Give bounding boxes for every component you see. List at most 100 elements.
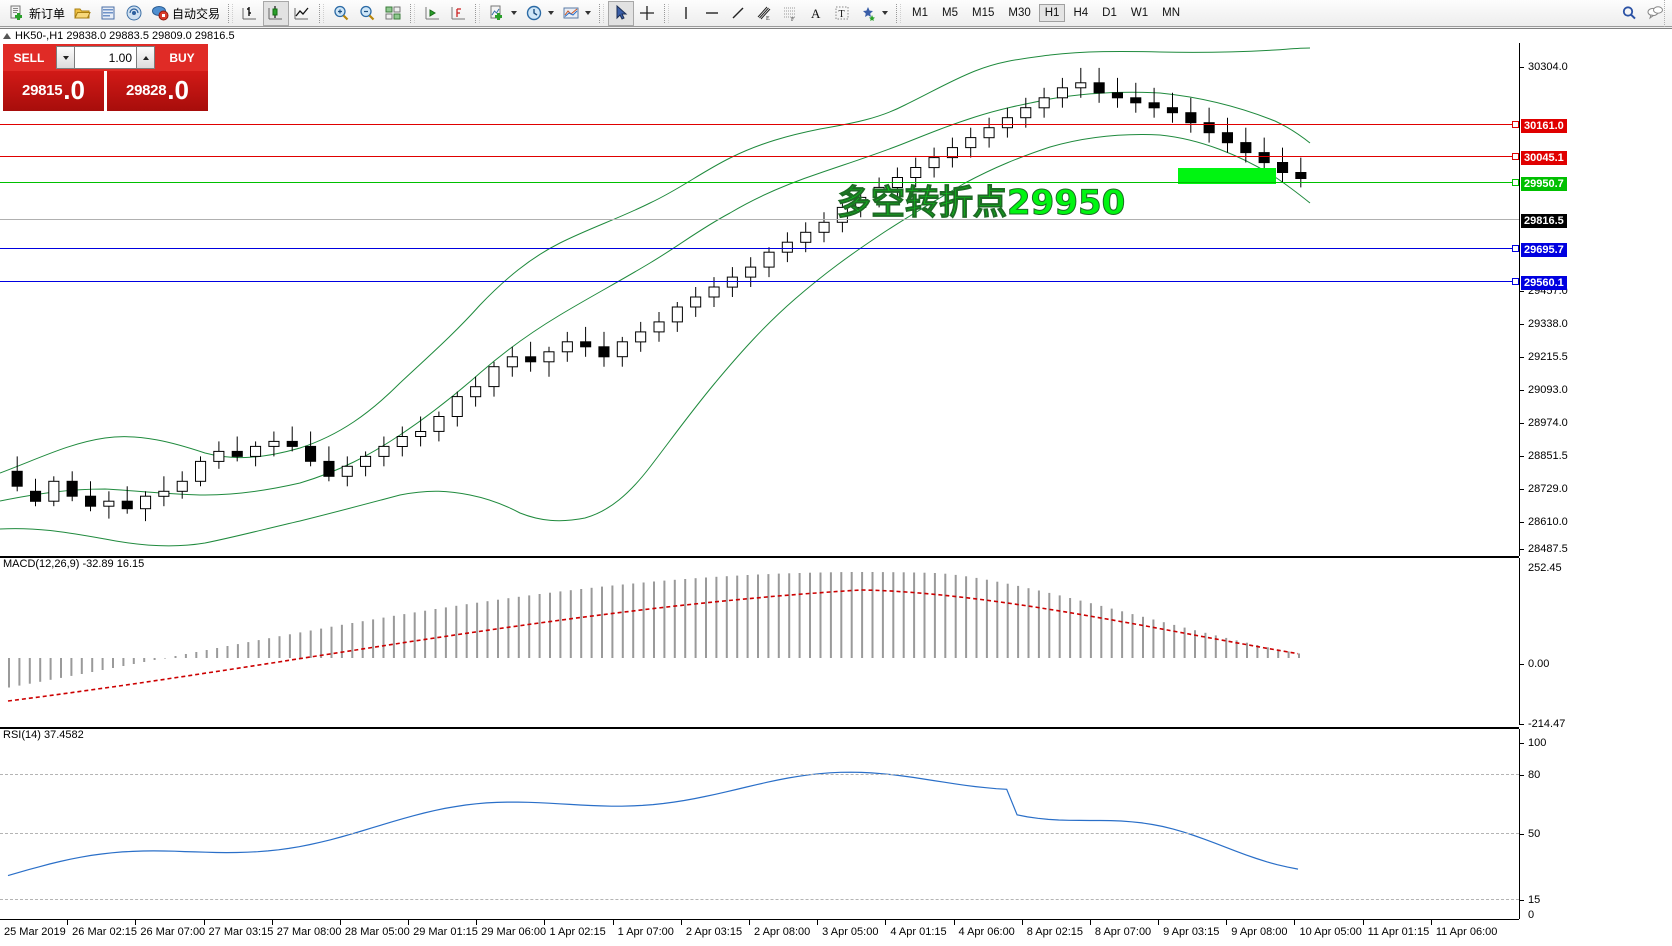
price-label-30161[interactable]: 30161.0 [1521, 119, 1567, 133]
highlight-rectangle[interactable] [1178, 168, 1276, 184]
level-line-29695[interactable] [0, 248, 1519, 249]
rsi-pane[interactable]: RSI(14) 37.4582 [0, 729, 1519, 919]
zoom-in-icon [332, 4, 350, 22]
auto-trading-button[interactable]: 自动交易 [147, 1, 224, 26]
chevron-down-icon [62, 55, 69, 60]
rsi-tick: 15 [1520, 894, 1540, 906]
price-tick: 29338.0 [1520, 318, 1568, 330]
collapse-icon[interactable] [3, 33, 11, 39]
timeframe-m15[interactable]: M15 [972, 7, 995, 19]
svg-text:T: T [839, 9, 845, 20]
candlestick-chart-button[interactable] [263, 0, 290, 26]
volume-stepper[interactable]: 1.00 [55, 44, 156, 71]
chart-window[interactable]: HK50-,H1 29838.0 29883.5 29809.0 29816.5… [0, 28, 1672, 946]
terminal-button[interactable] [95, 1, 121, 26]
toolbar-right-rail [1664, 0, 1672, 27]
one-click-trading-panel[interactable]: SELL 1.00 BUY 29815 .0 [3, 44, 208, 111]
price-label-29695[interactable]: 29695.7 [1521, 243, 1567, 257]
level-handle-29695[interactable] [1512, 245, 1519, 252]
timeframe-d1[interactable]: D1 [1102, 7, 1117, 19]
templates-button[interactable] [558, 1, 595, 26]
timeframe-h4[interactable]: H4 [1073, 7, 1089, 19]
time-axis-label: 8 Apr 07:00 [1089, 920, 1151, 938]
volume-input[interactable]: 1.00 [75, 46, 136, 69]
cursor-tool-button[interactable] [608, 0, 635, 26]
signal-icon [125, 4, 143, 22]
price-tick: 28610.0 [1520, 516, 1568, 528]
rsi-level-80 [0, 774, 1519, 775]
trendline-button[interactable] [725, 1, 751, 26]
rsi-tick: 0 [1528, 909, 1535, 921]
timeframe-m1[interactable]: M1 [912, 7, 929, 19]
chevron-down-icon[interactable] [548, 11, 555, 15]
macd-tick: 252.45 [1528, 562, 1562, 574]
candlestick-series [11, 67, 1307, 522]
indicators-button[interactable] [484, 1, 521, 26]
time-axis-label: 4 Apr 06:00 [953, 920, 1015, 938]
level-handle-29560[interactable] [1512, 278, 1519, 285]
chevron-down-icon[interactable] [882, 11, 889, 15]
timeframe-m30[interactable]: M30 [1008, 7, 1031, 19]
fibonacci-button[interactable]: F [777, 1, 803, 26]
time-axis-label: 25 Mar 2019 [4, 926, 66, 938]
fibonacci-icon: F [781, 4, 799, 22]
bar-chart-button[interactable] [237, 1, 263, 26]
buy-price-box[interactable]: 29828 .0 [107, 71, 208, 111]
rsi-tick: 100 [1520, 737, 1546, 749]
level-line-30161[interactable] [0, 124, 1519, 125]
level-handle-30045[interactable] [1512, 153, 1519, 160]
period-button[interactable] [521, 1, 558, 26]
vertical-line-button[interactable] [673, 1, 699, 26]
auto-scroll-button[interactable] [445, 1, 471, 26]
level-line-30045[interactable] [0, 156, 1519, 157]
timeframe-h1[interactable]: H1 [1038, 4, 1066, 22]
signal-button[interactable] [121, 1, 147, 26]
line-chart-button[interactable] [289, 1, 315, 26]
level-handle-29950[interactable] [1512, 179, 1519, 186]
macd-tick: 0.00 [1520, 658, 1549, 670]
zoom-in-button[interactable] [328, 1, 354, 26]
trade-controls-row: SELL 1.00 BUY [3, 44, 208, 71]
chevron-down-icon[interactable] [511, 11, 518, 15]
text-label-button[interactable]: T [829, 1, 855, 26]
tile-windows-button[interactable] [380, 1, 406, 26]
sell-price-box[interactable]: 29815 .0 [3, 71, 104, 111]
chart-annotation-text[interactable]: 多空转折点29950 [836, 183, 1126, 224]
timeframe-w1[interactable]: W1 [1130, 7, 1149, 19]
new-order-button[interactable]: 新订单 [4, 1, 69, 26]
price-label-30045[interactable]: 30045.1 [1521, 151, 1567, 165]
search-button[interactable] [1616, 1, 1642, 26]
volume-increase-button[interactable] [136, 46, 155, 69]
shift-end-button[interactable] [419, 1, 445, 26]
timeframe-mn[interactable]: MN [1162, 7, 1180, 19]
shapes-button[interactable] [855, 1, 892, 26]
price-pane[interactable]: 多空转折点29950 [0, 43, 1519, 556]
rsi-scale[interactable]: 100 80 50 15 0 [1519, 729, 1672, 921]
terminal-icon [99, 4, 117, 22]
sell-button[interactable]: SELL [3, 44, 55, 71]
rsi-chart-svg [7, 771, 1299, 877]
level-line-29560[interactable] [0, 281, 1519, 282]
main-toolbar: 新订单 [0, 0, 1672, 27]
buy-button[interactable]: BUY [156, 44, 208, 71]
macd-scale[interactable]: 252.45 0.00 -214.47 [1519, 558, 1672, 730]
price-label-29560[interactable]: 29560.1 [1521, 276, 1567, 290]
equidistant-channel-button[interactable]: E [751, 1, 777, 26]
chevron-down-icon[interactable] [585, 11, 592, 15]
chevron-up-icon [142, 55, 149, 60]
text-button[interactable]: A [803, 1, 829, 26]
level-line-29950[interactable] [0, 182, 1519, 183]
volume-decrease-button[interactable] [56, 46, 75, 69]
horizontal-line-button[interactable] [699, 1, 725, 26]
folder-button[interactable] [69, 1, 95, 26]
time-axis-label: 11 Apr 06:00 [1430, 920, 1497, 938]
trendline-icon [729, 4, 747, 22]
zoom-out-button[interactable] [354, 1, 380, 26]
timeframe-m5[interactable]: M5 [942, 7, 958, 19]
crosshair-tool-button[interactable] [634, 1, 660, 26]
price-label-29950[interactable]: 29950.7 [1521, 177, 1567, 191]
macd-pane[interactable]: MACD(12,26,9) -32.89 16.15 [0, 558, 1519, 725]
chat-button[interactable] [1642, 1, 1668, 26]
level-handle-30161[interactable] [1512, 121, 1519, 128]
toolbar-separator [228, 3, 234, 23]
